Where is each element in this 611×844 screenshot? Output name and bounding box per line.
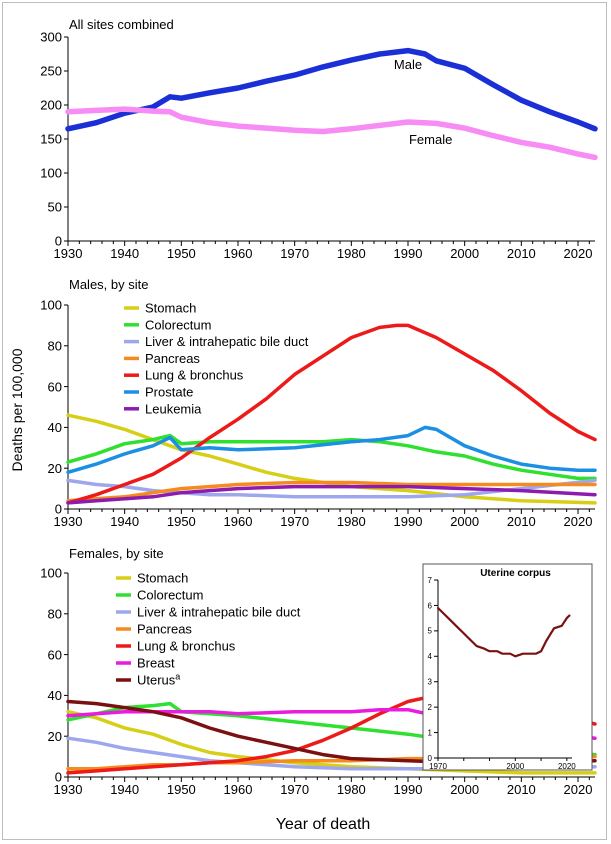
- x-tick-label: 1990: [394, 782, 423, 797]
- series-line-colorectum: [66, 433, 597, 481]
- panel-title-males: Males, by site: [69, 277, 148, 292]
- series-line-female: [65, 106, 598, 161]
- y-tick-label: 100: [40, 166, 62, 181]
- panel-title-all-sites: All sites combined: [69, 17, 174, 32]
- x-tick-label: 1950: [167, 246, 196, 261]
- series-line-prostate: [66, 425, 597, 475]
- x-tick-label: 1970: [280, 514, 309, 529]
- legend-label-stomach: Stomach: [137, 571, 188, 586]
- y-tick-label: 0: [55, 502, 62, 517]
- x-tick-label: 1970: [280, 782, 309, 797]
- x-tick-label: 1950: [167, 782, 196, 797]
- legend-label-liver-and-intrahepatic-bile-duct: Liver & intrahepatic bile duct: [137, 605, 301, 620]
- x-tick-label: 1960: [224, 782, 253, 797]
- x-tick-label: 1990: [394, 514, 423, 529]
- chart-panel-all-sites: 0 50 100 150 200 250 300 1930 1940 1950 1960 1970 19…: [40, 30, 598, 261]
- y-tick-label: 100: [40, 566, 62, 581]
- y-tick-label: 5: [428, 627, 433, 636]
- legend-label-colorectum: Colorectum: [145, 317, 211, 332]
- y-tick-label: 100: [40, 298, 62, 313]
- x-tick-label: 2000: [450, 246, 479, 261]
- legend-label-stomach: Stomach: [145, 301, 196, 316]
- x-tick-label: 2020: [564, 246, 593, 261]
- series-line-pancreas: [66, 480, 597, 503]
- series-line-stomach: [66, 709, 597, 775]
- x-tick-label: 2010: [507, 782, 536, 797]
- y-tick-label: 6: [428, 601, 433, 610]
- legend-label-lung-and-bronchus: Lung & bronchus: [145, 368, 244, 383]
- y-tick-label: 150: [40, 132, 62, 147]
- x-tick-label: 1990: [394, 246, 423, 261]
- series-line-uterine-corpus: [436, 606, 571, 658]
- series-label-male: Male: [394, 57, 422, 72]
- inset-title: Uterine corpus: [480, 568, 551, 579]
- y-tick-label: 50: [48, 200, 62, 215]
- series-line-male: [65, 47, 598, 132]
- series-line-liver-and-intrahepatic-bile-duct: [66, 478, 597, 499]
- x-tick-label: 1940: [110, 246, 139, 261]
- x-tick-label: 2000: [450, 514, 479, 529]
- y-tick-label: 250: [40, 64, 62, 79]
- y-axis-label: Deaths per 100,000: [9, 348, 25, 471]
- x-tick-label: 1980: [337, 514, 366, 529]
- x-tick-label: 2000: [506, 762, 524, 771]
- y-tick-label: 40: [48, 420, 62, 435]
- y-tick-label: 20: [48, 729, 62, 744]
- y-tick-label: 40: [48, 688, 62, 703]
- y-tick-label: 60: [48, 647, 62, 662]
- x-tick-label: 1930: [54, 514, 83, 529]
- x-tick-label: 1940: [110, 514, 139, 529]
- y-tick-label: 300: [40, 30, 62, 45]
- x-tick-label: 1960: [224, 246, 253, 261]
- series-line-leukemia: [66, 484, 597, 505]
- y-tick-label: 7: [428, 576, 433, 585]
- legend-label-breast: Breast: [137, 656, 175, 671]
- y-tick-label: 80: [48, 338, 62, 353]
- series-line-lung-and-bronchus: [66, 323, 597, 505]
- x-tick-label: 1940: [110, 782, 139, 797]
- legend-label-lung-and-bronchus: Lung & bronchus: [137, 639, 236, 654]
- x-axis-label: Year of death: [276, 816, 371, 833]
- chart-panel-males: 0 20 40 60 80 100 1930 1940 1950 1960 1970 1980 1990…: [40, 298, 597, 529]
- y-tick-label: 0: [428, 754, 433, 763]
- y-tick-label: 1: [428, 728, 433, 737]
- legend-label-prostate: Prostate: [145, 385, 193, 400]
- x-tick-label: 1930: [54, 246, 83, 261]
- y-tick-label: 0: [55, 234, 62, 249]
- x-tick-label: 2000: [450, 782, 479, 797]
- x-tick-label: 1980: [337, 246, 366, 261]
- legend-label-pancreas: Pancreas: [145, 351, 200, 366]
- legend-label-liver-and-intrahepatic-bile-duct: Liver & intrahepatic bile duct: [145, 334, 309, 349]
- legend-label-colorectum: Colorectum: [137, 588, 203, 603]
- x-tick-label: 2010: [507, 514, 536, 529]
- legend-label-leukemia: Leukemia: [145, 401, 202, 416]
- panel-title-females: Females, by site: [69, 546, 164, 561]
- y-tick-label: 200: [40, 98, 62, 113]
- y-tick-label: 80: [48, 606, 62, 621]
- y-tick-label: 20: [48, 461, 62, 476]
- x-tick-label: 1930: [54, 782, 83, 797]
- series-label-female: Female: [409, 132, 452, 147]
- x-tick-label: 2020: [564, 514, 593, 529]
- y-tick-label: 0: [55, 770, 62, 785]
- legend-label-pancreas: Pancreas: [137, 622, 192, 637]
- x-tick-label: 2020: [558, 762, 576, 771]
- x-tick-label: 1950: [167, 514, 196, 529]
- y-tick-label: 4: [428, 652, 433, 661]
- x-tick-label: 2010: [507, 246, 536, 261]
- x-tick-label: 1960: [224, 514, 253, 529]
- y-tick-label: 3: [428, 678, 433, 687]
- inset-box: [422, 563, 593, 771]
- legend-label-uterus: Uterusa: [137, 672, 180, 688]
- x-tick-label: 1970: [429, 762, 447, 771]
- y-tick-label: 2: [428, 703, 433, 712]
- chart-panel-uterine-inset: Uterine corpus 0 1 2 3 4 5 6 7 1970 2000 2020: [422, 563, 593, 771]
- y-tick-label: 60: [48, 379, 62, 394]
- x-tick-label: 1980: [337, 782, 366, 797]
- x-tick-label: 1970: [280, 246, 309, 261]
- x-tick-label: 2020: [564, 782, 593, 797]
